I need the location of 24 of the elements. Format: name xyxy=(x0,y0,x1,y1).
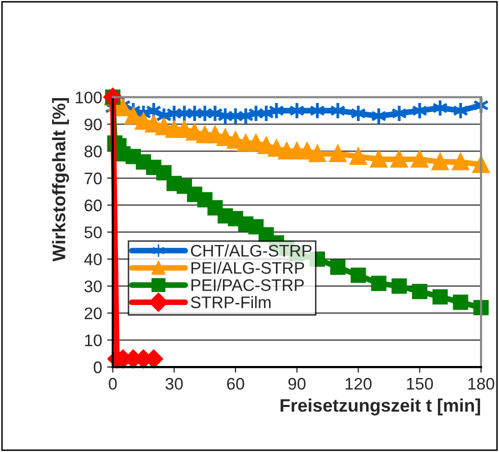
x-tick-label: 120 xyxy=(346,378,372,390)
y-tick-label: 10 xyxy=(85,334,102,346)
y-axis-title: Wirkstoffgehalt [%] xyxy=(52,98,69,262)
y-tick-label: 70 xyxy=(84,172,102,184)
y-tick-label: 50 xyxy=(84,226,102,238)
y-tick-label: 20 xyxy=(84,307,102,320)
y-tick-label: 80 xyxy=(84,146,102,158)
legend-label: CHT/ALG-STRP xyxy=(190,244,312,257)
x-tick-label: 60 xyxy=(227,378,244,390)
y-tick-label: 0 xyxy=(94,361,102,374)
x-tick-label: 90 xyxy=(288,378,306,390)
x-tick-label: 0 xyxy=(108,378,117,390)
y-tick-label: 30 xyxy=(84,280,102,292)
x-tick-label: 180 xyxy=(468,378,494,390)
legend-label: STRP-Film xyxy=(190,296,271,308)
legend-label: PEI/PAC-STRP xyxy=(192,278,304,292)
y-tick-label: 100 xyxy=(76,92,102,104)
legend-label: PEI/ALG-STRP xyxy=(192,262,304,274)
y-tick-label: 40 xyxy=(84,253,102,266)
y-tick-label: 60 xyxy=(84,200,102,212)
y-tick-label: 90 xyxy=(84,118,102,130)
x-tick-label: 150 xyxy=(407,378,433,390)
x-axis-title: Freisetzungszeit t [min] xyxy=(280,398,480,416)
x-tick-label: 30 xyxy=(166,378,183,390)
